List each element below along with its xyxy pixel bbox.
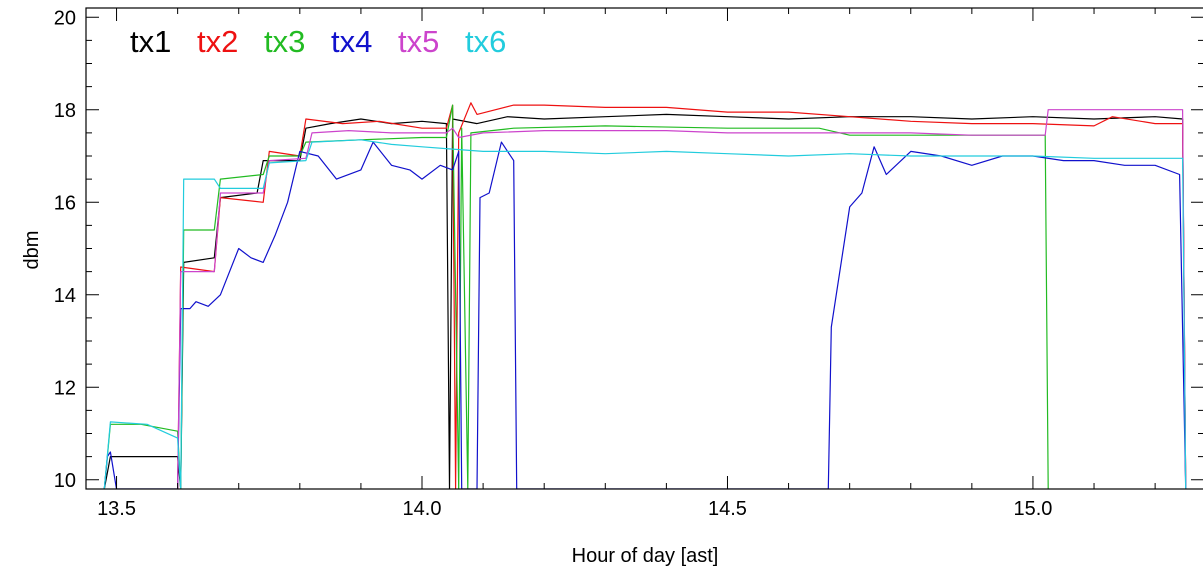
x-axis-label: Hour of day [ast] bbox=[572, 545, 719, 567]
series-layer bbox=[103, 102, 1187, 489]
series-line-tx3 bbox=[103, 104, 1049, 489]
y-tick-label: 18 bbox=[54, 100, 76, 122]
y-tick-label: 10 bbox=[54, 470, 76, 492]
series-line-tx2 bbox=[177, 102, 1187, 489]
y-tick-label: 20 bbox=[54, 7, 76, 29]
y-tick-label: 14 bbox=[54, 285, 76, 307]
tick-label-layer: 13.5 14.0 14.5 15.0 10 12 14 16 18 20 bbox=[54, 7, 1053, 520]
legend-item-tx5: tx5 bbox=[398, 24, 439, 59]
y-axis-label: dbm bbox=[21, 231, 43, 270]
y-tick-label: 16 bbox=[54, 192, 76, 214]
x-tick-label: 15.0 bbox=[1013, 498, 1052, 520]
series-line-tx4 bbox=[103, 141, 1187, 489]
x-tick-label: 14.5 bbox=[708, 498, 747, 520]
x-tick-label: 13.5 bbox=[97, 498, 136, 520]
tick-layer bbox=[86, 8, 1203, 489]
legend-item-tx4: tx4 bbox=[331, 24, 372, 59]
legend-item-tx2: tx2 bbox=[197, 24, 238, 59]
y-tick-label: 12 bbox=[54, 377, 76, 399]
series-line-tx5 bbox=[177, 109, 1187, 489]
series-line-tx1 bbox=[103, 113, 1187, 489]
legend-item-tx1: tx1 bbox=[130, 24, 171, 59]
legend-item-tx6: tx6 bbox=[465, 24, 506, 59]
legend-item-tx3: tx3 bbox=[264, 24, 305, 59]
x-tick-label: 14.0 bbox=[403, 498, 442, 520]
legend: tx1 tx2 tx3 tx4 tx5 tx6 bbox=[130, 24, 506, 59]
series-line-tx6 bbox=[103, 139, 1187, 489]
plot-frame bbox=[85, 7, 1203, 490]
